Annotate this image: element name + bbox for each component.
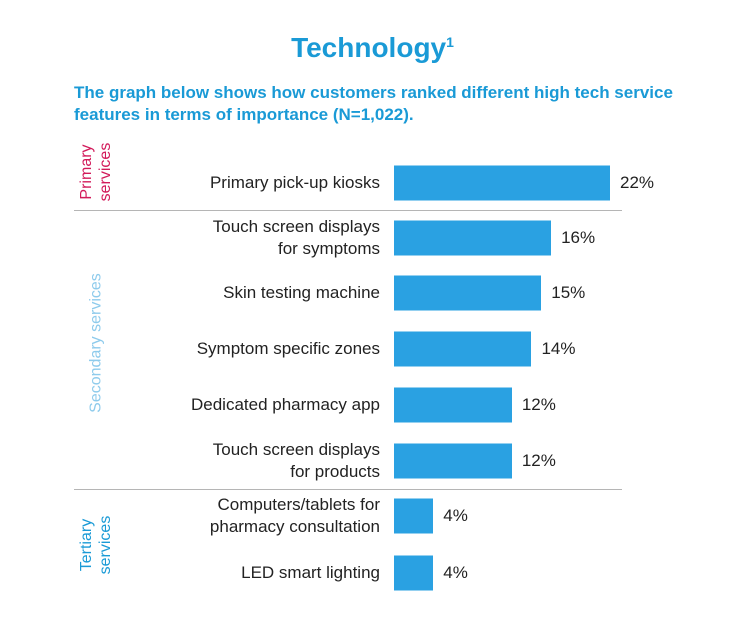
bar: [394, 443, 512, 479]
bar: [394, 555, 434, 591]
category-label: Touch screen displays for products: [212, 440, 380, 481]
value-label: 12%: [521, 451, 556, 470]
group-divider: [74, 489, 622, 490]
value-label: 4%: [443, 506, 468, 525]
title-footnote-marker: 1: [446, 34, 454, 50]
group-label: Primary services: [78, 142, 114, 202]
group-divider: [74, 210, 622, 211]
value-label: 15%: [551, 283, 586, 302]
bar: [394, 275, 542, 311]
chart-title: Technology1: [0, 32, 745, 64]
bar: [394, 331, 532, 367]
category-label: Skin testing machine: [223, 283, 380, 302]
bar: [394, 387, 512, 423]
category-label: Computers/tablets for pharmacy consultat…: [209, 495, 380, 536]
category-label: Touch screen displays for symptoms: [212, 217, 380, 258]
value-label: 22%: [620, 173, 655, 192]
bar: [394, 165, 610, 201]
category-label: LED smart lighting: [241, 563, 380, 582]
category-label: Dedicated pharmacy app: [190, 395, 380, 414]
value-label: 14%: [541, 339, 576, 358]
bar: [394, 498, 434, 534]
group-label: Tertiary services: [78, 515, 114, 575]
chart-title-text: Technology: [291, 32, 447, 63]
value-label: 12%: [521, 395, 556, 414]
category-label: Primary pick-up kiosks: [209, 173, 380, 192]
chart-subtitle: The graph below shows how customers rank…: [74, 83, 673, 124]
group-label: Secondary services: [87, 273, 105, 413]
value-label: 16%: [561, 228, 596, 247]
category-label: Symptom specific zones: [196, 339, 380, 358]
value-label: 4%: [443, 563, 468, 582]
bar: [394, 220, 552, 256]
